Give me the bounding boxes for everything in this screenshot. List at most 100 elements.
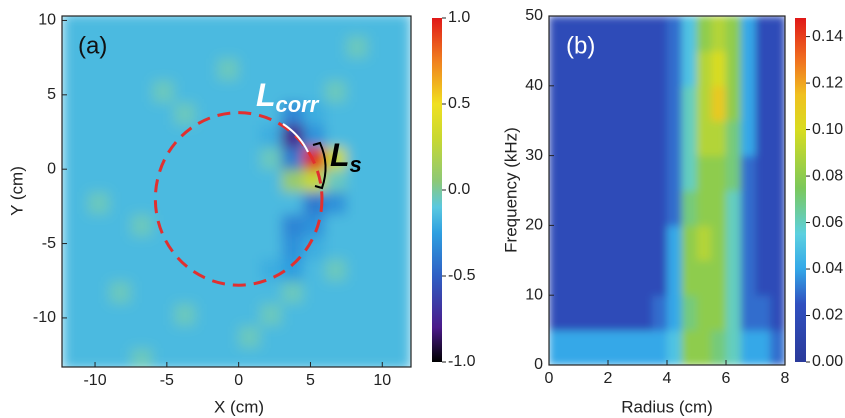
heat-cell	[622, 260, 638, 296]
heat-cell	[87, 169, 110, 192]
x-tick-label: -10	[83, 372, 106, 389]
heat-cell	[367, 213, 390, 237]
heat-cell	[608, 120, 624, 157]
heat-cell	[667, 295, 683, 331]
heat-cell	[152, 16, 175, 36]
x-tick-label: 0	[545, 370, 554, 387]
heat-cell	[593, 295, 609, 331]
heat-cell	[152, 213, 175, 237]
heat-cell	[87, 303, 110, 326]
heat-cell	[346, 303, 369, 326]
heat-cell	[260, 280, 283, 304]
heat-cell	[281, 16, 304, 36]
heat-cell	[578, 225, 594, 261]
heat-cell	[260, 57, 283, 81]
heat-cell	[389, 325, 411, 349]
heat-cell	[324, 169, 347, 192]
heat-cell	[711, 225, 727, 261]
heat-cell	[174, 79, 197, 103]
heat-cell	[346, 213, 369, 237]
heat-cell	[109, 347, 132, 367]
plot-area	[549, 16, 785, 365]
heat-cell	[652, 85, 668, 122]
heat-cell	[87, 191, 110, 215]
heat-cell	[238, 169, 261, 192]
heat-cell	[578, 330, 594, 365]
heat-cell	[281, 102, 304, 126]
heat-cell	[578, 260, 594, 296]
heat-cell	[260, 169, 283, 192]
heat-cell	[130, 35, 153, 59]
heat-cell	[696, 260, 712, 296]
heat-cell	[324, 325, 347, 349]
heat-cell	[303, 102, 326, 126]
heat-cell	[389, 16, 411, 36]
heat-cell	[109, 57, 132, 81]
heat-cell	[281, 303, 304, 326]
heat-cell	[726, 120, 742, 157]
heat-cell	[87, 325, 110, 349]
heat-cell	[109, 236, 132, 259]
x-tick-label: 2	[604, 370, 613, 387]
reference-circle	[153, 111, 324, 287]
heat-cell	[389, 124, 411, 148]
heat-cell	[346, 169, 369, 192]
heat-cell	[174, 124, 197, 148]
heat-cell	[740, 190, 756, 226]
heat-cell	[281, 146, 304, 170]
heat-cell	[195, 191, 218, 215]
heat-cell	[563, 330, 579, 365]
heat-cell	[87, 213, 110, 237]
heat-cell	[238, 57, 261, 81]
heatmap	[62, 16, 411, 367]
heat-cell	[770, 16, 785, 52]
heat-cell	[740, 85, 756, 122]
corr-length-arc	[282, 123, 309, 153]
panel-label: (b)	[566, 32, 595, 59]
heat-cell	[389, 191, 411, 215]
heat-cell	[608, 225, 624, 261]
heat-cell	[195, 79, 218, 103]
y-tick-label: 40	[525, 77, 543, 94]
heat-cell	[238, 146, 261, 170]
heat-cell	[324, 280, 347, 304]
y-axis-label: Frequency (kHz)	[501, 127, 520, 253]
heat-cell	[740, 120, 756, 157]
heat-cell	[130, 213, 153, 237]
heat-cell	[346, 102, 369, 126]
heat-cell	[770, 260, 785, 296]
heat-cell	[637, 50, 653, 87]
heat-cell	[549, 260, 565, 296]
heat-cell	[87, 79, 110, 103]
colorbar-tick-label: -1.0	[448, 353, 476, 370]
y-tick-label: 10	[38, 12, 56, 29]
heat-cell	[608, 260, 624, 296]
heat-cell	[174, 16, 197, 36]
heat-cell	[195, 303, 218, 326]
heat-cell	[346, 280, 369, 304]
heat-cell	[260, 347, 283, 367]
heat-cell	[770, 190, 785, 226]
heat-cell	[549, 295, 565, 331]
colorbar-tick-label: 0.04	[812, 260, 843, 277]
heat-cell	[174, 325, 197, 349]
heat-cell	[667, 260, 683, 296]
heat-cell	[130, 303, 153, 326]
heat-cell	[130, 57, 153, 81]
heat-cell	[740, 330, 756, 365]
heat-cell	[152, 280, 175, 304]
heat-cell	[87, 57, 110, 81]
heat-cell	[217, 57, 240, 81]
heat-cell	[238, 79, 261, 103]
heat-cell	[174, 191, 197, 215]
heat-cell	[367, 102, 390, 126]
heat-cell	[608, 295, 624, 331]
heat-cell	[324, 79, 347, 103]
heat-cell	[152, 35, 175, 59]
heat-cell	[578, 120, 594, 157]
heat-cell	[740, 225, 756, 261]
heat-cell	[637, 225, 653, 261]
heat-cell	[681, 330, 697, 365]
heat-cell	[549, 225, 565, 261]
y-tick-label: 0	[534, 356, 543, 373]
